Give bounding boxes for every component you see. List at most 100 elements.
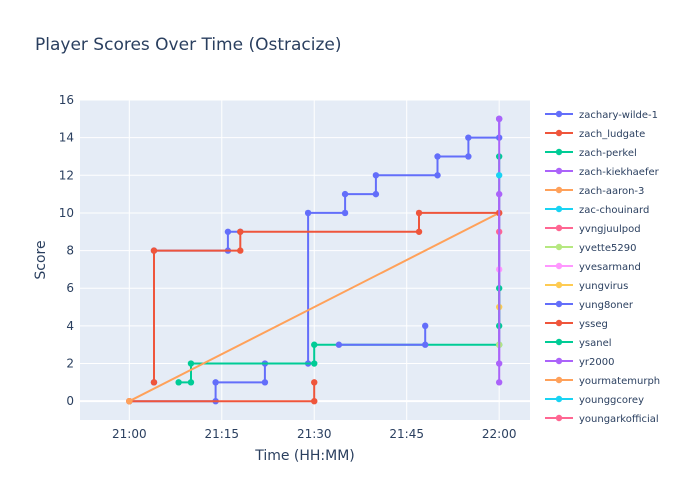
y-axis-title: Score [33,240,49,279]
chart-title: Player Scores Over Time (Ostracize) [35,35,342,55]
y-tick-label: 8 [66,244,74,258]
legend-label: zach-perkel [579,148,637,159]
x-axis-title: Time (HH:MM) [254,448,355,464]
data-point[interactable] [372,190,380,198]
legend-label: yourmatemurph [579,376,660,387]
legend-item[interactable]: yourmatemurph [545,376,660,387]
data-point[interactable] [465,134,472,141]
legend-label: zach_ludgate [579,129,645,140]
data-point[interactable] [311,341,318,348]
data-point[interactable] [341,209,349,217]
legend-item[interactable]: younggcorey [545,395,644,406]
plot-background [80,100,530,420]
legend-label: yungvirus [579,281,628,292]
data-point[interactable] [341,190,349,198]
data-point[interactable] [415,228,423,235]
legend-label: yvngjuulpod [579,224,641,235]
legend-item[interactable]: yvette5290 [545,243,636,254]
x-tick-label: 22:00 [482,427,517,441]
legend[interactable]: zachary-wilde-1 zach_ludgate zach-perkel za… [545,110,660,425]
series-zachary-wilde-1[interactable] [335,322,429,348]
series-line [128,212,500,403]
legend-swatch-marker [555,205,563,213]
x-tick-label: 21:45 [389,427,424,441]
legend-swatch-marker [555,319,563,327]
legend-item[interactable]: yvesarmand [545,262,641,273]
data-point[interactable] [150,247,158,254]
series-layer [126,115,503,405]
data-point[interactable] [415,209,423,217]
legend-item[interactable]: zach-kiekhaefer [545,167,660,178]
legend-item[interactable]: yungvirus [545,281,628,292]
legend-label: yung8oner [579,300,634,311]
data-point[interactable] [422,322,429,330]
legend-swatch-marker [555,357,563,365]
data-point[interactable] [304,209,312,217]
legend-swatch-marker [555,110,563,118]
legend-swatch-marker [555,167,563,175]
y-tick-label: 4 [66,319,74,333]
data-point[interactable] [495,115,503,123]
data-point[interactable] [150,379,158,386]
legend-label: ysseg [579,319,608,330]
series-zac-chouinard[interactable] [495,172,503,179]
data-point[interactable] [434,153,441,160]
y-tick-label: 0 [66,394,74,408]
legend-item[interactable]: youngarkofficial [545,414,659,425]
legend-label: younggcorey [579,395,644,406]
legend-item[interactable]: ysanel [545,338,612,349]
legend-item[interactable]: zach-aaron-3 [545,186,644,197]
x-tick-label: 21:15 [204,427,239,441]
data-point[interactable] [261,379,269,386]
legend-label: youngarkofficial [579,414,659,425]
legend-swatch-marker [555,262,563,270]
legend-item[interactable]: zach-perkel [545,148,637,159]
data-point[interactable] [495,360,503,367]
legend-item[interactable]: zachary-wilde-1 [545,110,658,121]
data-point[interactable] [495,190,503,198]
legend-swatch-marker [555,186,563,194]
series-yourmatemurph[interactable] [126,397,133,405]
data-point[interactable] [187,360,195,367]
data-point[interactable] [311,360,318,367]
legend-swatch-marker [555,281,563,289]
legend-item[interactable]: yung8oner [545,300,634,311]
data-point[interactable] [175,379,182,386]
legend-swatch-marker [555,129,563,137]
data-point[interactable] [434,172,441,179]
y-tick-label: 12 [59,168,74,182]
data-point[interactable] [372,172,380,179]
data-point[interactable] [495,172,503,179]
legend-item[interactable]: zac-chouinard [545,205,649,216]
data-point[interactable] [237,247,244,254]
data-point[interactable] [422,341,429,348]
data-point[interactable] [495,379,503,386]
legend-swatch-marker [555,300,563,308]
legend-swatch-marker [555,414,563,422]
legend-item[interactable]: zach_ludgate [545,129,645,140]
legend-swatch-marker [555,243,563,251]
legend-item[interactable]: yr2000 [545,357,614,368]
data-point[interactable] [335,341,343,348]
legend-label: zach-aaron-3 [579,186,644,197]
y-tick-label: 10 [59,206,74,220]
data-point[interactable] [126,397,133,405]
series-ysseg[interactable] [150,209,503,386]
data-point[interactable] [311,379,318,386]
legend-item[interactable]: ysseg [545,319,608,330]
data-point[interactable] [187,379,195,386]
legend-item[interactable]: yvngjuulpod [545,224,641,235]
data-point[interactable] [237,228,244,235]
data-point[interactable] [224,228,232,235]
legend-label: zachary-wilde-1 [579,110,658,121]
axis-labels: 0 2 4 6 8 10 12 14 16 21:00 21:15 21:30 21:45 22:00 [59,93,517,441]
legend-label: yr2000 [579,357,614,368]
legend-label: zach-kiekhaefer [579,167,660,178]
series-zachary-wilde-1[interactable] [126,115,503,405]
data-point[interactable] [465,153,472,160]
data-point[interactable] [311,397,318,405]
legend-label: yvette5290 [579,243,636,254]
x-tick-label: 21:00 [112,427,147,441]
data-point[interactable] [212,379,219,386]
series-yr2000[interactable] [495,190,503,367]
